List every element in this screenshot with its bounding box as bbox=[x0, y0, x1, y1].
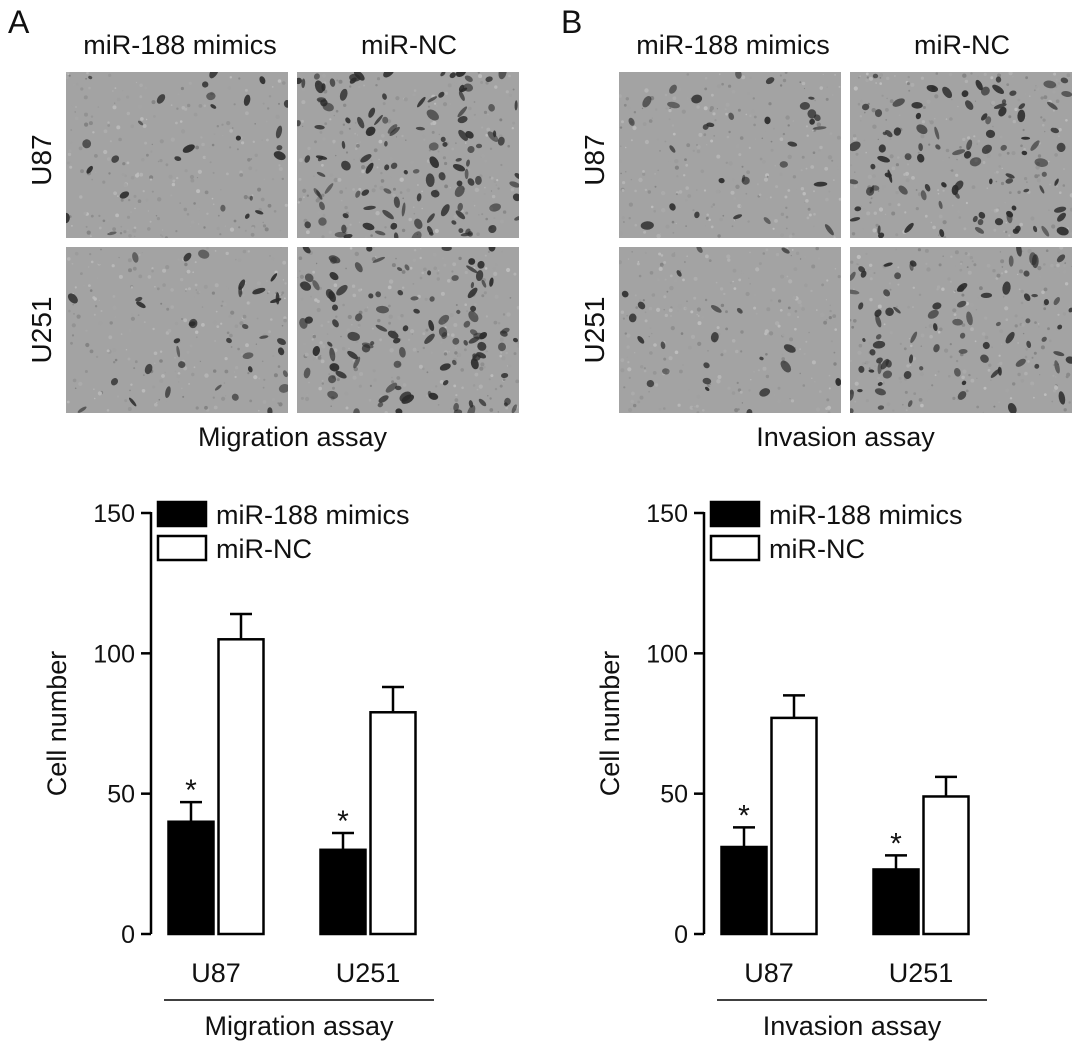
legend-label: miR-188 mimics bbox=[769, 500, 963, 530]
x-tick-label: U87 bbox=[191, 958, 241, 988]
significance-marker: * bbox=[890, 827, 902, 860]
x-tick-label: U251 bbox=[336, 958, 401, 988]
significance-marker: * bbox=[337, 805, 349, 838]
panel-letter: B bbox=[561, 4, 583, 40]
y-tick-label: 100 bbox=[646, 640, 688, 668]
micrograph-u251-mimics bbox=[66, 247, 288, 413]
bar bbox=[217, 638, 265, 936]
y-tick-label: 150 bbox=[646, 500, 688, 528]
micrograph-u87-mimics bbox=[619, 72, 841, 238]
bar bbox=[369, 711, 417, 936]
column-label-mimics: miR-188 mimics bbox=[83, 30, 277, 60]
y-tick-label: 100 bbox=[93, 640, 135, 668]
x-tick-label: U251 bbox=[889, 958, 954, 988]
bar bbox=[720, 845, 768, 936]
x-group-label: Invasion assay bbox=[763, 1011, 942, 1041]
significance-marker: * bbox=[738, 799, 750, 832]
panel-letter: A bbox=[8, 4, 30, 40]
row-label-u87: U87 bbox=[579, 134, 610, 186]
y-tick-label: 50 bbox=[660, 781, 688, 809]
micrograph-u251-nc bbox=[850, 247, 1072, 413]
row-label-u87: U87 bbox=[26, 134, 57, 186]
panel-a: A miR-188 mimics miR-NC U87 U251 Migrati… bbox=[0, 0, 543, 1051]
images-assay-label: Migration assay bbox=[197, 422, 388, 452]
x-tick-label: U87 bbox=[744, 958, 794, 988]
micrograph-u251-nc bbox=[297, 247, 519, 413]
legend-swatch bbox=[709, 500, 761, 528]
legend-swatch bbox=[156, 534, 208, 562]
bar bbox=[922, 795, 970, 936]
y-axis-title: Cell number bbox=[42, 651, 72, 797]
column-label-nc: miR-NC bbox=[361, 30, 457, 60]
panel-b: B miR-188 mimics miR-NC U87 U251 Invasio… bbox=[553, 0, 1087, 1051]
micrograph-u87-nc bbox=[297, 72, 519, 238]
significance-marker: * bbox=[185, 774, 197, 807]
y-axis-title: Cell number bbox=[595, 651, 625, 797]
legend-swatch bbox=[156, 500, 208, 528]
micrograph-u251-mimics bbox=[619, 247, 841, 413]
y-tick-label: 0 bbox=[121, 921, 135, 949]
column-label-nc: miR-NC bbox=[914, 30, 1010, 60]
bar bbox=[167, 820, 215, 936]
x-group-label: Migration assay bbox=[204, 1011, 394, 1041]
y-tick-label: 0 bbox=[674, 921, 688, 949]
column-label-mimics: miR-188 mimics bbox=[636, 30, 830, 60]
legend-label: miR-NC bbox=[769, 534, 865, 564]
micrograph-u87-nc bbox=[850, 72, 1072, 238]
bar-chart-migration: 0 50 100 150 Cell number * * U87 U251 Migration a… bbox=[42, 500, 434, 1041]
row-label-u251: U251 bbox=[26, 296, 57, 364]
bar bbox=[770, 716, 818, 936]
y-tick-label: 150 bbox=[93, 500, 135, 528]
row-label-u251: U251 bbox=[579, 296, 610, 364]
legend-swatch bbox=[709, 534, 761, 562]
micrograph-u87-mimics bbox=[66, 72, 288, 238]
images-assay-label: Invasion assay bbox=[756, 422, 935, 452]
bar bbox=[319, 848, 367, 936]
legend-label: miR-188 mimics bbox=[216, 500, 410, 530]
legend-label: miR-NC bbox=[216, 534, 312, 564]
y-tick-label: 50 bbox=[107, 781, 135, 809]
bar bbox=[872, 868, 920, 936]
bar-chart-invasion: 0 50 100 150 Cell number * * U87 U251 Invasion as… bbox=[595, 500, 987, 1041]
